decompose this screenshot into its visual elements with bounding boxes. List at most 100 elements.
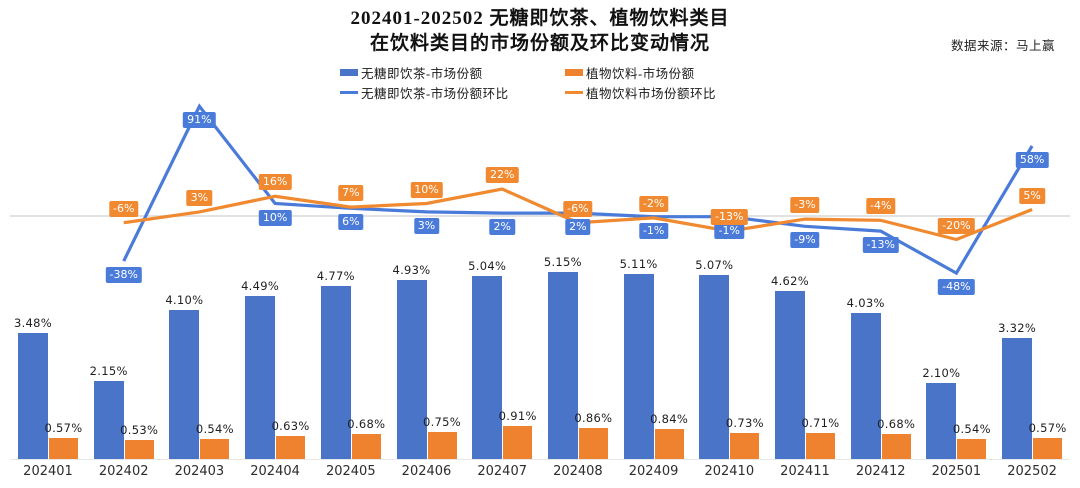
bar-value-label: 0.86%	[574, 410, 613, 425]
bar-value-label: 0.84%	[650, 411, 689, 426]
point-label-tea-mom-202501: -48%	[938, 279, 975, 296]
bar-plant-share-202412	[881, 434, 911, 459]
bar-tea-share-202403	[169, 310, 200, 459]
x-axis-label: 202410	[704, 464, 755, 479]
chart-title-line2: 在饮料类目的市场份额及环比变动情况	[369, 33, 710, 54]
bar-plant-share-202406	[427, 431, 457, 459]
legend-swatch-bar-blue-icon	[340, 68, 358, 76]
point-label-tea-mom-202403: 91%	[183, 112, 216, 129]
bar-value-label: 5.04%	[468, 259, 507, 274]
point-label-tea-mom-202402: -38%	[105, 267, 142, 284]
zero-gridline	[10, 215, 1070, 217]
bar-value-label: 4.77%	[316, 268, 355, 283]
chart-title-line1: 202401-202502 无糖即饮茶、植物饮料类目	[350, 8, 730, 29]
bar-value-label: 2.15%	[89, 363, 128, 378]
bar-tea-share-202407	[472, 276, 503, 459]
bar-plant-share-202405	[351, 434, 381, 459]
legend-label: 植物饮料-市场份额	[586, 66, 695, 81]
bar-tea-share-202409	[623, 273, 654, 459]
bar-plant-share-202410	[730, 432, 760, 459]
point-label-plant-mom-202403: 3%	[186, 189, 213, 206]
point-label-tea-mom-202412: -13%	[862, 237, 899, 254]
bar-tea-share-202402	[93, 380, 124, 459]
x-axis-line	[10, 459, 1070, 460]
bar-value-label: 0.54%	[952, 422, 991, 437]
point-label-plant-mom-202412: -4%	[865, 198, 896, 215]
bar-plant-share-202403	[200, 439, 230, 459]
legend-item-tea-share: 无糖即饮茶-市场份额	[340, 64, 483, 81]
bar-value-label: 0.68%	[347, 417, 386, 432]
legend-label: 无糖即饮茶-市场份额环比	[361, 86, 509, 101]
x-axis-label: 202408	[553, 464, 603, 479]
x-axis-label: 202409	[628, 464, 679, 479]
bar-value-label: 3.48%	[13, 315, 53, 330]
bar-value-label: 0.54%	[195, 422, 234, 437]
bar-value-label: 0.63%	[271, 419, 310, 434]
bar-value-label: 4.93%	[392, 263, 431, 278]
point-label-plant-mom-202405: 7%	[338, 185, 364, 202]
point-label-tea-mom-202405: 6%	[338, 214, 364, 231]
bar-plant-share-202408	[578, 427, 608, 459]
point-label-plant-mom-202406: 10%	[410, 181, 443, 198]
bar-value-label: 4.49%	[241, 279, 280, 293]
bar-value-label: 0.57%	[1028, 421, 1067, 436]
bar-plant-share-202404	[276, 436, 306, 459]
bar-plant-share-202502	[1033, 438, 1063, 459]
point-label-plant-mom-202409: -2%	[638, 195, 669, 212]
bar-plant-share-202409	[654, 428, 684, 459]
x-axis-label: 202406	[401, 464, 452, 479]
bar-value-label: 5.11%	[619, 256, 658, 271]
bar-value-label: 0.75%	[422, 414, 462, 429]
legend-swatch-line-orange-icon	[565, 90, 583, 94]
point-label-tea-mom-202406: 3%	[413, 217, 440, 234]
point-label-plant-mom-202407: 22%	[485, 167, 519, 184]
bar-value-label: 3.32%	[998, 321, 1037, 336]
chart-title: 202401-202502 无糖即饮茶、植物饮料类目 在饮料类目的市场份额及环比…	[0, 6, 1080, 56]
point-label-plant-mom-202404: 16%	[258, 174, 292, 191]
bar-value-label: 0.71%	[801, 416, 840, 431]
x-axis-label: 202402	[98, 464, 149, 479]
bar-value-label: 4.62%	[770, 274, 810, 289]
bar-value-label: 5.07%	[695, 257, 734, 272]
x-axis-label: 202407	[477, 464, 527, 479]
bar-plant-share-202401	[49, 438, 78, 459]
point-label-tea-mom-202404: 10%	[258, 209, 292, 226]
bar-tea-share-202410	[699, 274, 730, 459]
data-source-label: 数据来源：马上赢	[950, 39, 1055, 53]
bar-value-label: 0.91%	[498, 408, 537, 423]
legend-label: 植物饮料市场份额环比	[586, 86, 717, 101]
point-label-tea-mom-202411: -9%	[790, 232, 820, 249]
point-label-tea-mom-202502: 58%	[1015, 151, 1049, 168]
bar-value-label: 5.15%	[543, 255, 582, 270]
x-axis-label: 202401	[23, 464, 73, 479]
legend-label: 无糖即饮茶-市场份额	[361, 66, 483, 81]
point-label-plant-mom-202501: -20%	[938, 217, 975, 234]
bar-value-label: 0.73%	[725, 415, 764, 430]
x-axis-label: 202411	[780, 464, 830, 479]
x-axis-label: 202405	[325, 464, 376, 479]
bar-value-label: 4.03%	[846, 295, 885, 310]
bar-plant-share-202501	[957, 439, 987, 459]
bar-tea-share-202408	[547, 272, 578, 459]
bar-tea-share-202406	[396, 280, 427, 459]
x-axis-label: 202502	[1007, 464, 1057, 479]
point-label-tea-mom-202408: 2%	[565, 219, 591, 236]
legend-item-plant-share: 植物饮料-市场份额	[565, 64, 695, 81]
legend-swatch-line-blue-icon	[340, 90, 358, 94]
bar-value-label: 0.68%	[877, 417, 916, 432]
bar-tea-share-202404	[245, 296, 276, 459]
point-label-plant-mom-202402: -6%	[108, 200, 139, 217]
x-axis-label: 202404	[250, 464, 300, 479]
bar-value-label: 4.10%	[165, 293, 204, 308]
point-label-plant-mom-202502: 5%	[1019, 187, 1045, 204]
bar-tea-share-202501	[926, 382, 957, 459]
bar-tea-share-202405	[320, 285, 351, 459]
point-label-plant-mom-202411: -3%	[790, 197, 820, 214]
bar-value-label: 0.53%	[120, 422, 159, 437]
bar-tea-share-202411	[775, 291, 805, 459]
point-label-tea-mom-202409: -1%	[638, 222, 669, 239]
point-label-plant-mom-202410: -13%	[711, 209, 748, 226]
point-label-plant-mom-202408: -6%	[563, 200, 593, 217]
bar-tea-share-202412	[850, 312, 881, 459]
